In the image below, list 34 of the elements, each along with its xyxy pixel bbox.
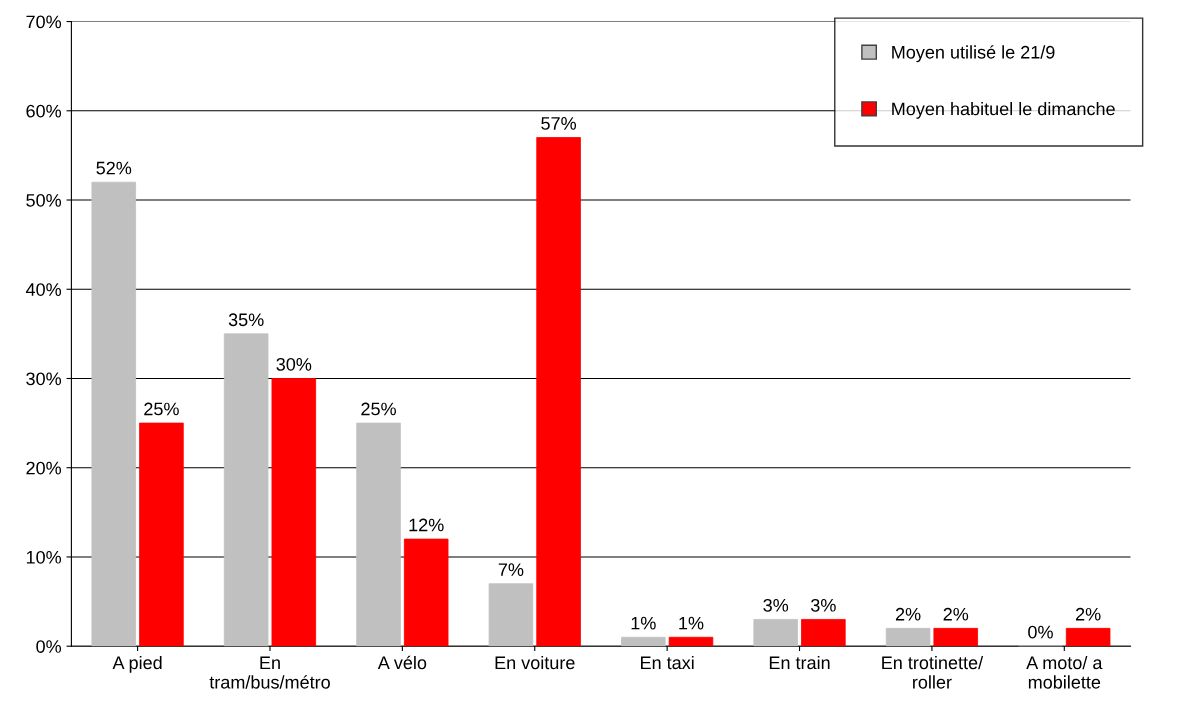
- y-tick-label: 20%: [26, 461, 62, 475]
- x-tick-label: En tram/bus/métro: [209, 656, 330, 689]
- y-tick-label: 70%: [26, 15, 62, 29]
- y-tick-label: 40%: [25, 283, 62, 296]
- x-tick-label: A pied: [112, 655, 162, 673]
- y-tick-label: 60%: [26, 104, 62, 118]
- data-label: 1%: [679, 616, 704, 630]
- data-label: 2%: [943, 607, 969, 621]
- data-label: 3%: [763, 598, 789, 612]
- x-tick-label: A vélo: [377, 655, 427, 670]
- x-tick-label: En trotinette/ roller: [882, 655, 984, 689]
- y-tick-label: 10%: [26, 550, 62, 564]
- data-label: 3%: [811, 598, 836, 612]
- data-label: 1%: [631, 616, 656, 630]
- data-label: 35%: [228, 313, 264, 327]
- y-tick-label: 0%: [36, 640, 62, 653]
- data-label: 0%: [1028, 625, 1053, 639]
- x-tick-label: A moto/ a mobilette: [1026, 655, 1103, 689]
- x-tick-label: En voiture: [495, 655, 575, 670]
- x-tick-label: En taxi: [641, 655, 694, 670]
- data-label: 52%: [96, 161, 132, 175]
- data-label: 2%: [1076, 607, 1101, 621]
- legend-label: Moyen habituel le dimanche: [892, 102, 1115, 119]
- data-label: 25%: [144, 402, 179, 416]
- y-tick-label: 50%: [26, 193, 62, 207]
- data-label: 30%: [276, 357, 312, 371]
- data-label: 7%: [498, 563, 524, 576]
- data-label: 57%: [541, 117, 577, 130]
- y-tick-label: 30%: [26, 372, 62, 386]
- data-label: 12%: [409, 518, 444, 532]
- x-tick-label: En train: [769, 655, 830, 670]
- legend-label: Moyen utilisé le 21/9: [892, 45, 1055, 63]
- data-label: 25%: [361, 402, 396, 416]
- data-label: 2%: [895, 607, 921, 621]
